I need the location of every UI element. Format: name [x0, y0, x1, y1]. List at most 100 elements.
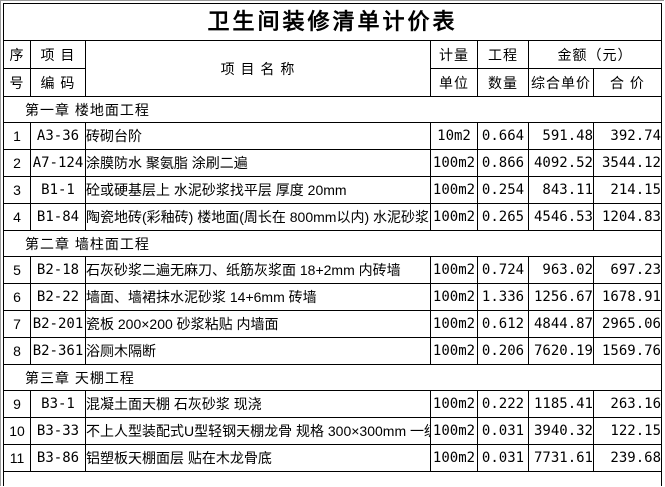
- code-cell: B2-201: [30, 310, 86, 338]
- total-cell: 1678.91: [593, 283, 662, 311]
- seq-cell: 1: [3, 122, 31, 150]
- seq-cell: 6: [3, 283, 31, 311]
- total-cell: 214.15: [593, 176, 662, 204]
- qty-cell: 0.664: [477, 122, 529, 150]
- qty-cell: 0.612: [477, 310, 529, 338]
- header-row-top: 序 项 目 项 目 名 称 计量 工程 金额（元）: [3, 40, 662, 97]
- col-header-total: 合 价: [593, 68, 662, 97]
- unit-cell: 100m2: [430, 283, 478, 311]
- total-cell: 1204.83: [593, 203, 662, 231]
- col-header-code-bottom: 编 码: [30, 68, 86, 97]
- table-row: 4 B1-84 陶瓷地砖(彩釉砖) 楼地面(周长在 800mm以内) 水泥砂浆 …: [3, 203, 662, 231]
- name-cell: 墙面、墙裙抹水泥砂浆 14+6mm 砖墙: [85, 283, 431, 311]
- unit-cell: 100m2: [430, 390, 478, 418]
- unit-cell: 100m2: [430, 417, 478, 445]
- unit-cell: 100m2: [430, 176, 478, 204]
- table-row: 6 B2-22 墙面、墙裙抹水泥砂浆 14+6mm 砖墙 100m2 1.336…: [3, 283, 662, 311]
- table-row: 9 B3-1 混凝土面天棚 石灰砂浆 现浇 100m2 0.222 1185.4…: [3, 390, 662, 418]
- name-cell: 不上人型装配式U型轻钢天棚龙骨 规格 300×300mm 一级: [85, 417, 431, 445]
- seq-cell: 8: [3, 337, 31, 365]
- seq-cell: 9: [3, 390, 31, 418]
- unit-cell: 10m2: [430, 122, 478, 150]
- col-header-seq-top: 序: [3, 40, 31, 69]
- name-cell: 浴厕木隔断: [85, 337, 431, 365]
- table-row: 1 A3-36 砖砌台阶 10m2 0.664 591.48 392.74: [3, 122, 662, 150]
- code-cell: B1-84: [30, 203, 86, 231]
- seq-cell: 4: [3, 203, 31, 231]
- unit-cell: 100m2: [430, 203, 478, 231]
- unit-price-cell: 4844.87: [528, 310, 594, 338]
- code-cell: B3-1: [30, 390, 86, 418]
- total-cell: 2965.06: [593, 310, 662, 338]
- unit-price-cell: 591.48: [528, 122, 594, 150]
- table-row: 10 B3-33 不上人型装配式U型轻钢天棚龙骨 规格 300×300mm 一级…: [3, 417, 662, 445]
- total-cell: 3544.12: [593, 149, 662, 177]
- total-cell: 1569.76: [593, 337, 662, 365]
- unit-price-cell: 4092.52: [528, 149, 594, 177]
- col-header-code-top: 项 目: [30, 40, 86, 69]
- table-row: 8 B2-361 浴厕木隔断 100m2 0.206 7620.19 1569.…: [3, 337, 662, 365]
- table-row: 3 B1-1 砼或硬基层上 水泥砂浆找平层 厚度 20mm 100m2 0.25…: [3, 176, 662, 204]
- code-cell: B1-1: [30, 176, 86, 204]
- partial-row-cutoff: [3, 471, 662, 486]
- section-title: 第二章 墙柱面工程: [3, 230, 662, 257]
- code-cell: B2-22: [30, 283, 86, 311]
- unit-cell: 100m2: [430, 310, 478, 338]
- code-cell: A7-124: [30, 149, 86, 177]
- unit-price-cell: 1185.41: [528, 390, 594, 418]
- code-cell: B3-33: [30, 417, 86, 445]
- qty-cell: 0.265: [477, 203, 529, 231]
- unit-price-cell: 1256.67: [528, 283, 594, 311]
- unit-cell: 100m2: [430, 444, 478, 472]
- total-cell: 122.15: [593, 417, 662, 445]
- title-row: 卫生间装修清单计价表: [3, 3, 662, 41]
- section-title: 第一章 楼地面工程: [3, 96, 662, 123]
- name-cell: 砖砌台阶: [85, 122, 431, 150]
- seq-cell: 10: [3, 417, 31, 445]
- section-header: 第一章 楼地面工程: [3, 96, 662, 123]
- seq-cell: 7: [3, 310, 31, 338]
- col-header-amount: 金额（元）: [528, 40, 662, 69]
- unit-price-cell: 7620.19: [528, 337, 594, 365]
- seq-cell: 2: [3, 149, 31, 177]
- qty-cell: 0.031: [477, 444, 529, 472]
- qty-cell: 0.866: [477, 149, 529, 177]
- partial-cell: [3, 471, 662, 486]
- name-cell: 陶瓷地砖(彩釉砖) 楼地面(周长在 800mm以内) 水泥砂浆: [85, 203, 431, 231]
- qty-cell: 1.336: [477, 283, 529, 311]
- table-row: 7 B2-201 瓷板 200×200 砂浆粘贴 内墙面 100m2 0.612…: [3, 310, 662, 338]
- name-cell: 石灰砂浆二遍无麻刀、纸筋灰浆面 18+2mm 内砖墙: [85, 256, 431, 284]
- unit-cell: 100m2: [430, 256, 478, 284]
- total-cell: 697.23: [593, 256, 662, 284]
- header-row-bottom: 号 编 码 单位 数量 综合单价 合 价: [3, 68, 662, 97]
- seq-cell: 11: [3, 444, 31, 472]
- pricing-table: 卫生间装修清单计价表 序 项 目 项 目 名 称 计量 工程 金额（元） 号 编…: [3, 3, 662, 486]
- code-cell: B2-361: [30, 337, 86, 365]
- col-header-name: 项 目 名 称: [85, 40, 431, 97]
- table-row: 2 A7-124 涂膜防水 聚氨脂 涂刷二遍 100m2 0.866 4092.…: [3, 149, 662, 177]
- unit-cell: 100m2: [430, 149, 478, 177]
- total-cell: 392.74: [593, 122, 662, 150]
- unit-price-cell: 843.11: [528, 176, 594, 204]
- unit-price-cell: 7731.61: [528, 444, 594, 472]
- code-cell: B3-86: [30, 444, 86, 472]
- unit-price-cell: 4546.53: [528, 203, 594, 231]
- unit-price-cell: 963.02: [528, 256, 594, 284]
- qty-cell: 0.222: [477, 390, 529, 418]
- qty-cell: 0.254: [477, 176, 529, 204]
- col-header-qty-top: 工程: [477, 40, 529, 69]
- section-header: 第三章 天棚工程: [3, 364, 662, 391]
- seq-cell: 3: [3, 176, 31, 204]
- page-title: 卫生间装修清单计价表: [3, 3, 662, 41]
- section-header: 第二章 墙柱面工程: [3, 230, 662, 257]
- unit-cell: 100m2: [430, 337, 478, 365]
- code-cell: B2-18: [30, 256, 86, 284]
- qty-cell: 0.031: [477, 417, 529, 445]
- name-cell: 砼或硬基层上 水泥砂浆找平层 厚度 20mm: [85, 176, 431, 204]
- unit-price-cell: 3940.32: [528, 417, 594, 445]
- section-title: 第三章 天棚工程: [3, 364, 662, 391]
- total-cell: 239.68: [593, 444, 662, 472]
- qty-cell: 0.206: [477, 337, 529, 365]
- table-row: 11 B3-86 铝塑板天棚面层 贴在木龙骨底 100m2 0.031 7731…: [3, 444, 662, 472]
